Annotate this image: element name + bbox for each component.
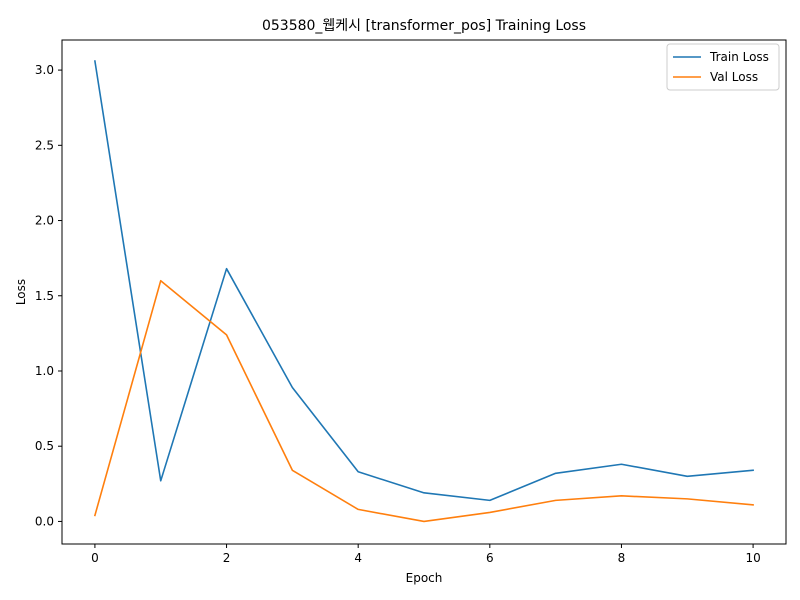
y-tick-label: 2.5	[35, 138, 54, 152]
y-tick-label: 3.0	[35, 63, 54, 77]
y-tick-label: 1.5	[35, 289, 54, 303]
legend-box	[666, 43, 780, 91]
chart-title: 053580_웹케시 [transformer_pos] Training Lo…	[262, 18, 586, 34]
plot-area	[61, 39, 787, 545]
y-axis-label: Loss	[14, 279, 28, 305]
series-lines	[93, 60, 754, 523]
y-axis-ticks: 0.0 0.5 1.0 1.5 2.0 2.5 3.0	[35, 63, 62, 528]
y-tick-label: 2.0	[35, 214, 54, 228]
y-tick-label: 1.0	[35, 364, 54, 378]
x-tick-label: 10	[745, 551, 760, 565]
x-tick-label: 6	[486, 551, 494, 565]
x-tick-label: 8	[618, 551, 626, 565]
x-tick-label: 2	[223, 551, 231, 565]
y-tick-label: 0.0	[35, 514, 54, 528]
legend-label: Val Loss	[710, 70, 758, 84]
legend-label: Train Loss	[709, 50, 769, 64]
x-axis-label: Epoch	[406, 571, 443, 585]
x-tick-label: 4	[354, 551, 362, 565]
x-tick-label: 0	[91, 551, 99, 565]
y-tick-label: 0.5	[35, 439, 54, 453]
legend: Train Loss Val Loss	[666, 43, 780, 91]
x-axis-ticks: 0 2 4 6 8 10	[91, 544, 761, 565]
